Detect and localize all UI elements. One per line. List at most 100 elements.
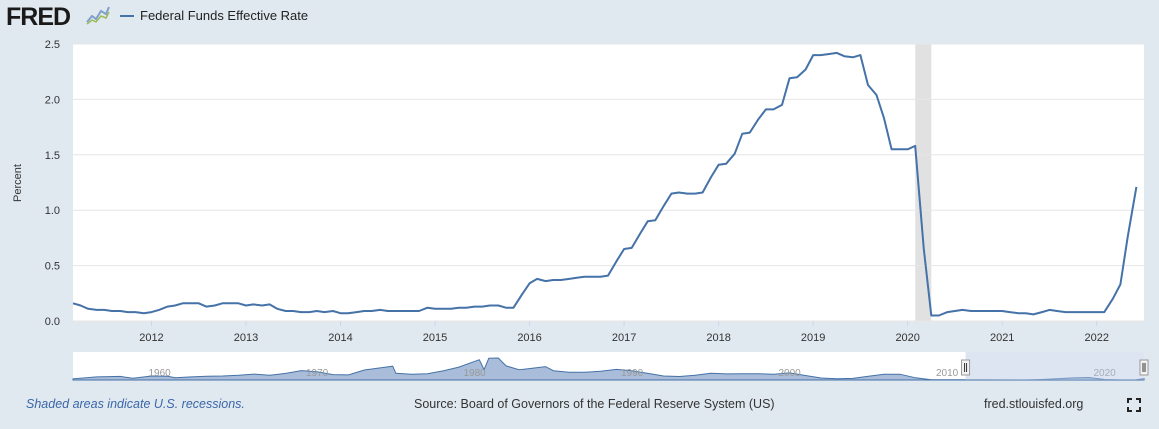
x-tick-label: 2019 — [801, 332, 825, 344]
data-point — [694, 193, 696, 195]
chart-header: FRED Federal Funds Effective Rate — [0, 0, 1159, 32]
x-tick-label: 2014 — [328, 332, 352, 344]
data-point — [450, 308, 452, 310]
data-point — [1103, 311, 1105, 313]
data-point — [529, 282, 531, 284]
data-point — [1119, 283, 1121, 285]
x-tick-label: 2015 — [423, 332, 447, 344]
navigator[interactable]: 1960 1970 1980 1990 2000 2010 2020 — [72, 352, 1149, 381]
data-point — [647, 220, 649, 222]
data-point — [292, 310, 294, 312]
legend-swatch — [120, 14, 134, 17]
data-point — [465, 307, 467, 309]
navigator-tick-label: 1990 — [621, 368, 644, 379]
data-point — [654, 219, 656, 221]
x-tick-label: 2018 — [706, 332, 730, 344]
data-point — [875, 94, 877, 96]
x-axis-ticks: 2012 2013 2014 2015 2016 2017 2018 2019 2020 2021… — [139, 321, 1109, 344]
data-point — [1032, 313, 1034, 315]
data-point — [347, 312, 349, 314]
data-point — [891, 148, 893, 150]
navigator-selection[interactable] — [965, 352, 1144, 380]
data-point — [269, 303, 271, 305]
series-layer[interactable] — [72, 51, 1138, 317]
data-point — [403, 310, 405, 312]
data-point — [332, 310, 334, 312]
data-point — [87, 308, 89, 310]
navigator-tick-label: 1960 — [149, 368, 172, 379]
chart-area[interactable]: 0.00.51.01.52.02.5 2012 2013 2014 2015 2016 2… — [0, 0, 1159, 395]
data-point — [985, 310, 987, 312]
data-point — [72, 302, 74, 304]
navigator-series — [72, 357, 1145, 381]
data-point — [103, 309, 105, 311]
data-point — [678, 191, 680, 193]
y-tick-label: 0.0 — [45, 316, 60, 328]
data-point — [80, 304, 82, 306]
data-point — [923, 248, 925, 250]
data-point — [599, 276, 601, 278]
fred-link[interactable]: fred.stlouisfed.org — [984, 397, 1084, 411]
data-point — [781, 104, 783, 106]
data-point — [1056, 310, 1058, 312]
data-point — [340, 312, 342, 314]
navigator-handle-left[interactable] — [961, 359, 971, 376]
data-point — [150, 311, 152, 313]
data-point — [143, 312, 145, 314]
fred-logo[interactable]: FRED — [6, 3, 71, 31]
data-point — [805, 68, 807, 70]
data-point — [474, 306, 476, 308]
data-point — [568, 278, 570, 280]
navigator-tick-label: 2020 — [1094, 368, 1117, 379]
data-point — [229, 302, 231, 304]
navigator-handle-right[interactable] — [1139, 359, 1149, 376]
data-point — [127, 311, 129, 313]
data-point — [962, 309, 964, 311]
y-axis-ticks: 0.0 0.5 1.0 1.5 2.0 2.5 — [45, 39, 60, 328]
data-point — [300, 311, 302, 313]
data-point — [418, 310, 420, 312]
data-point — [410, 310, 412, 312]
data-point — [914, 145, 916, 147]
y-tick-label: 1.0 — [45, 205, 60, 217]
y-tick-label: 0.5 — [45, 261, 60, 273]
y-tick-label: 2.0 — [45, 94, 60, 106]
data-point — [749, 132, 751, 134]
chart-legend: Federal Funds Effective Rate — [120, 8, 308, 23]
data-point — [757, 118, 759, 120]
data-point — [663, 205, 665, 207]
data-point — [946, 311, 948, 313]
data-point — [426, 307, 428, 309]
data-point — [583, 276, 585, 278]
data-point — [930, 314, 932, 316]
data-point — [994, 310, 996, 312]
y-tick-label: 1.5 — [45, 150, 60, 162]
navigator-tick-label: 2000 — [779, 368, 802, 379]
series-line[interactable] — [72, 51, 1138, 317]
trend-graph-icon — [86, 5, 110, 30]
data-point — [1072, 311, 1074, 313]
data-point — [796, 76, 798, 78]
data-point — [379, 309, 381, 311]
navigator-tick-label: 1980 — [464, 368, 487, 379]
data-point — [843, 55, 845, 57]
fullscreen-icon[interactable] — [1127, 398, 1141, 417]
data-point — [458, 307, 460, 309]
data-point — [205, 306, 207, 308]
data-point — [442, 308, 444, 310]
recession-shading — [915, 44, 932, 321]
data-point — [710, 176, 712, 178]
data-point — [639, 232, 641, 234]
data-point — [119, 310, 121, 312]
data-point — [1048, 309, 1050, 311]
data-point — [789, 77, 791, 79]
data-point — [552, 279, 554, 281]
data-point — [158, 309, 160, 311]
data-point — [899, 148, 901, 150]
data-point — [1080, 311, 1082, 313]
navigator-tick-label: 2010 — [936, 368, 959, 379]
data-point — [592, 276, 594, 278]
data-point — [1135, 186, 1137, 188]
data-point — [686, 193, 688, 195]
data-point — [245, 304, 247, 306]
